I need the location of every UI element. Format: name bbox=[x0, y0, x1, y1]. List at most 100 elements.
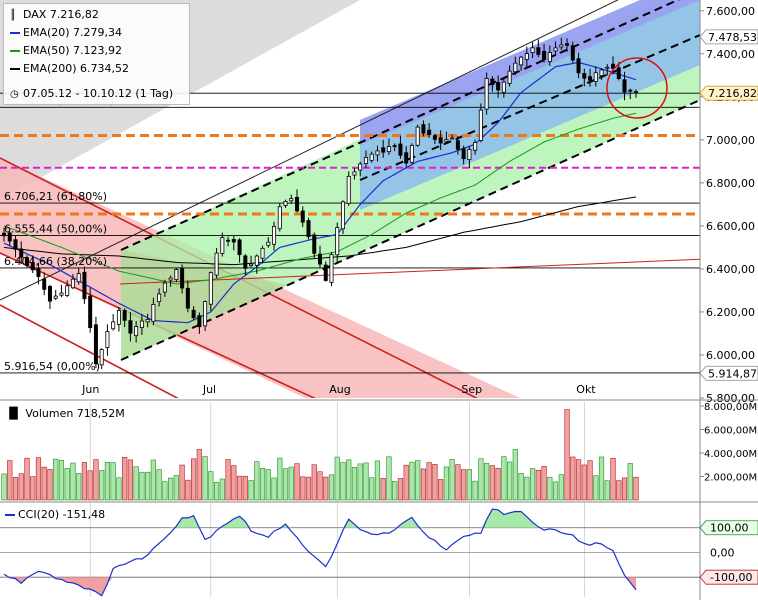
volume-bar bbox=[265, 469, 271, 501]
volume-bar bbox=[87, 470, 93, 501]
x-tick-label: Jul bbox=[202, 383, 216, 396]
cci-positive-fill bbox=[4, 509, 636, 528]
volume-bar bbox=[633, 476, 639, 501]
clock-icon: ◷ bbox=[10, 89, 19, 100]
legend-swatch bbox=[5, 514, 15, 516]
y-tick-label: 6.200,00 bbox=[706, 306, 755, 319]
candle-body bbox=[99, 349, 104, 366]
volume-bar bbox=[104, 461, 111, 501]
legend-range: ◷ 07.05.12 - 10.10.12 (1 Tag) bbox=[10, 87, 174, 100]
volume-bar bbox=[598, 456, 605, 501]
candle-body bbox=[404, 152, 409, 164]
volume-bar bbox=[277, 457, 283, 501]
volume-bar bbox=[374, 460, 381, 501]
candle-body bbox=[295, 196, 300, 212]
volume-bar bbox=[145, 471, 151, 501]
volume-bar bbox=[231, 465, 237, 501]
volume-bar bbox=[7, 460, 13, 501]
candle-body bbox=[386, 146, 391, 153]
volume-bar bbox=[12, 477, 19, 501]
volume-bar bbox=[587, 460, 593, 501]
candle-body bbox=[496, 81, 501, 91]
x-tick-label: Okt bbox=[576, 383, 596, 396]
candle-body bbox=[151, 304, 156, 322]
legend-swatch bbox=[10, 32, 20, 34]
candle-body bbox=[398, 143, 403, 156]
volume-bar bbox=[317, 471, 323, 501]
y-tick-label: 6.800,00 bbox=[706, 177, 755, 190]
fib-label: 5.916,54 (0,00%) bbox=[4, 360, 100, 373]
candle-body bbox=[272, 226, 277, 245]
volume-bar bbox=[305, 476, 312, 501]
volume-bar bbox=[426, 462, 432, 501]
candle-body bbox=[145, 319, 150, 323]
price-label: 7.478,53 bbox=[708, 31, 757, 44]
candle-body bbox=[185, 287, 190, 309]
volume-bar bbox=[346, 459, 352, 501]
volume-bar bbox=[357, 463, 363, 501]
candle-body bbox=[547, 52, 552, 62]
volume-bar bbox=[495, 467, 501, 501]
candle-body bbox=[13, 239, 18, 250]
candle-body bbox=[576, 58, 581, 74]
x-tick-label: Sep bbox=[461, 383, 482, 396]
volume-bar bbox=[535, 469, 541, 501]
outer-trendline bbox=[0, 0, 619, 301]
candle-body bbox=[266, 241, 271, 246]
volume-bar bbox=[58, 459, 65, 501]
volume-bar bbox=[489, 465, 495, 501]
candle-body bbox=[605, 66, 610, 69]
candle-body bbox=[168, 277, 173, 281]
candle-body bbox=[438, 137, 443, 144]
candle-body bbox=[634, 91, 639, 93]
y-tick-label: 6.000,00 bbox=[706, 349, 755, 362]
ema20-line bbox=[3, 61, 637, 324]
volume-bar bbox=[116, 477, 122, 501]
candle-body bbox=[450, 137, 455, 140]
candle-body bbox=[346, 175, 351, 204]
volume-bar bbox=[139, 471, 145, 501]
volume-bar bbox=[461, 469, 467, 501]
volume-bar bbox=[282, 468, 289, 501]
candle-body bbox=[358, 163, 363, 171]
volume-bar bbox=[311, 464, 317, 501]
candle-body bbox=[139, 320, 144, 328]
volume-bar bbox=[529, 468, 536, 501]
candle-body bbox=[306, 220, 311, 238]
candle-body bbox=[490, 78, 495, 85]
candle-body bbox=[36, 268, 41, 277]
candle-body bbox=[59, 292, 64, 296]
volume-bar bbox=[225, 459, 231, 501]
candle-body bbox=[335, 227, 340, 256]
volume-bar bbox=[363, 462, 369, 501]
y-tick-label: 7.600,00 bbox=[706, 5, 755, 18]
candle-body bbox=[220, 237, 225, 254]
volume-icon: ▐▌ bbox=[5, 407, 22, 420]
candle-body bbox=[42, 278, 47, 290]
candle-body bbox=[352, 171, 357, 176]
dashed-channel-line bbox=[120, 0, 681, 251]
volume-bar bbox=[202, 456, 208, 501]
volume-bar bbox=[99, 470, 105, 501]
cci-line bbox=[3, 508, 637, 597]
volume-bar bbox=[621, 477, 628, 501]
candle-body bbox=[588, 76, 593, 81]
candle-body bbox=[191, 309, 196, 319]
volume-bar bbox=[466, 469, 472, 501]
volume-bar bbox=[53, 458, 59, 501]
volume-bar bbox=[168, 477, 174, 501]
candle-body bbox=[593, 72, 598, 82]
candle-body bbox=[105, 331, 110, 349]
volume-bar bbox=[254, 461, 260, 501]
candle-body bbox=[277, 206, 282, 230]
candle-body bbox=[180, 267, 185, 289]
candle-body bbox=[24, 257, 29, 266]
volume-bar bbox=[127, 459, 134, 501]
volume-bar bbox=[196, 449, 202, 501]
candle-body bbox=[53, 295, 58, 299]
volume-bar bbox=[24, 457, 30, 501]
candle-body bbox=[507, 70, 512, 84]
candle-body bbox=[65, 285, 70, 296]
volume-bar bbox=[518, 473, 524, 501]
candle-body bbox=[519, 56, 524, 66]
